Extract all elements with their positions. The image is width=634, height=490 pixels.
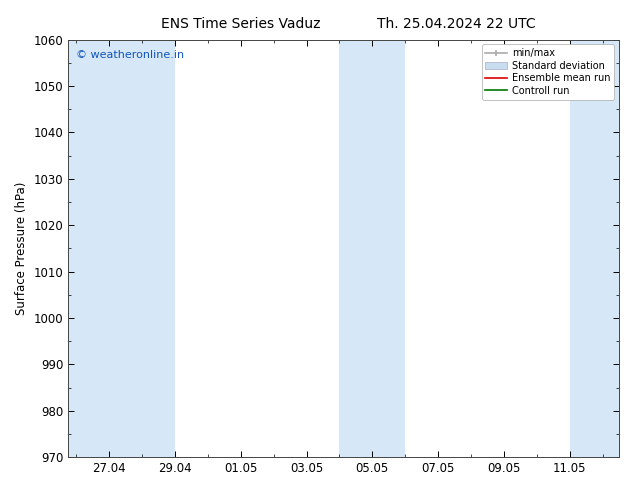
Bar xyxy=(570,40,619,457)
Legend: min/max, Standard deviation, Ensemble mean run, Controll run: min/max, Standard deviation, Ensemble me… xyxy=(482,45,614,99)
Text: ENS Time Series Vaduz: ENS Time Series Vaduz xyxy=(161,17,321,31)
Bar xyxy=(68,40,109,457)
Bar xyxy=(109,40,175,457)
Text: Th. 25.04.2024 22 UTC: Th. 25.04.2024 22 UTC xyxy=(377,17,536,31)
Y-axis label: Surface Pressure (hPa): Surface Pressure (hPa) xyxy=(15,182,28,315)
Bar xyxy=(339,40,405,457)
Text: © weatheronline.in: © weatheronline.in xyxy=(77,50,184,60)
